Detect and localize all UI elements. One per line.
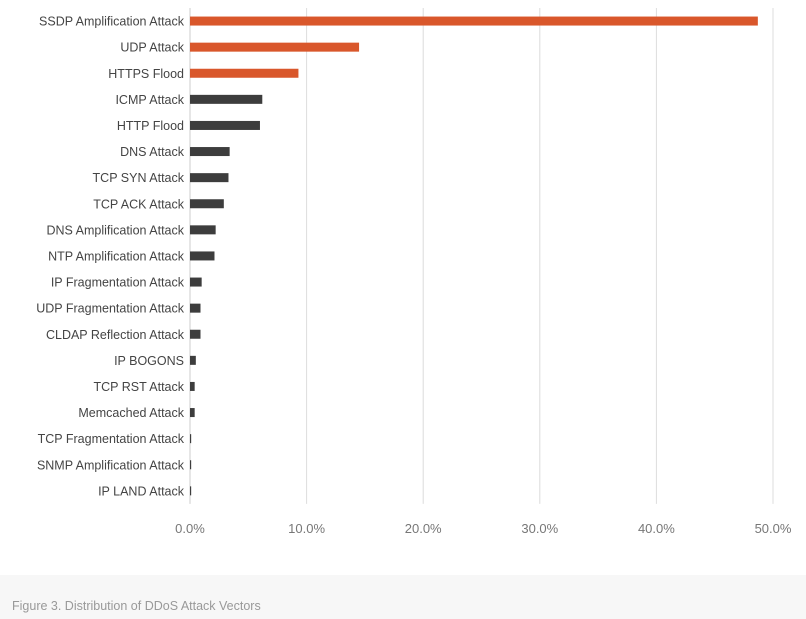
bar: [190, 120, 260, 130]
bar: [190, 303, 201, 313]
x-tick-label: 30.0%: [521, 521, 558, 536]
category-label: NTP Amplification Attack: [48, 249, 185, 263]
bar: [190, 173, 229, 183]
x-tick-label: 20.0%: [405, 521, 442, 536]
category-label: SSDP Amplification Attack: [39, 15, 185, 29]
category-label: HTTPS Flood: [108, 67, 184, 81]
category-label: DNS Attack: [120, 145, 185, 159]
bar: [190, 381, 195, 391]
category-label: ICMP Attack: [115, 93, 184, 107]
x-tick-label: 50.0%: [755, 521, 792, 536]
category-label: TCP ACK Attack: [93, 197, 185, 211]
bar-chart: 0.0% 10.0% 20.0% 30.0% 40.0% 50.0% SSDP Amplif…: [36, 8, 792, 536]
bar: [190, 225, 216, 235]
bar: [190, 329, 201, 339]
caption-bar: Figure 3. Distribution of DDoS Attack Ve…: [0, 575, 806, 619]
category-label: TCP SYN Attack: [93, 171, 185, 185]
bar: [190, 68, 299, 78]
category-label: IP LAND Attack: [98, 484, 185, 498]
category-label: HTTP Flood: [117, 119, 184, 133]
bar: [190, 460, 192, 470]
bar: [190, 251, 215, 261]
x-tick-label: 0.0%: [175, 521, 205, 536]
category-label: TCP RST Attack: [93, 380, 184, 394]
bar: [190, 355, 196, 365]
category-label: Memcached Attack: [78, 406, 184, 420]
category-label: UDP Fragmentation Attack: [36, 302, 185, 316]
category-label: SNMP Amplification Attack: [37, 458, 185, 472]
chart-area: 0.0% 10.0% 20.0% 30.0% 40.0% 50.0% SSDP Amplif…: [36, 8, 792, 536]
category-label: TCP Fragmentation Attack: [38, 432, 185, 446]
bar: [190, 199, 224, 209]
bar: [190, 94, 263, 104]
category-label: IP BOGONS: [114, 354, 184, 368]
category-label: IP Fragmentation Attack: [51, 276, 185, 290]
bar: [190, 16, 758, 26]
bar: [190, 147, 230, 157]
x-tick-label: 10.0%: [288, 521, 325, 536]
bar: [190, 42, 360, 52]
bar: [190, 486, 192, 496]
bar: [190, 434, 192, 444]
figure-caption: Figure 3. Distribution of DDoS Attack Ve…: [12, 599, 261, 613]
bar: [190, 408, 195, 418]
x-tick-label: 40.0%: [638, 521, 675, 536]
category-label: DNS Amplification Attack: [46, 223, 184, 237]
category-label: CLDAP Reflection Attack: [46, 328, 185, 342]
category-label: UDP Attack: [120, 41, 184, 55]
bar: [190, 277, 202, 287]
